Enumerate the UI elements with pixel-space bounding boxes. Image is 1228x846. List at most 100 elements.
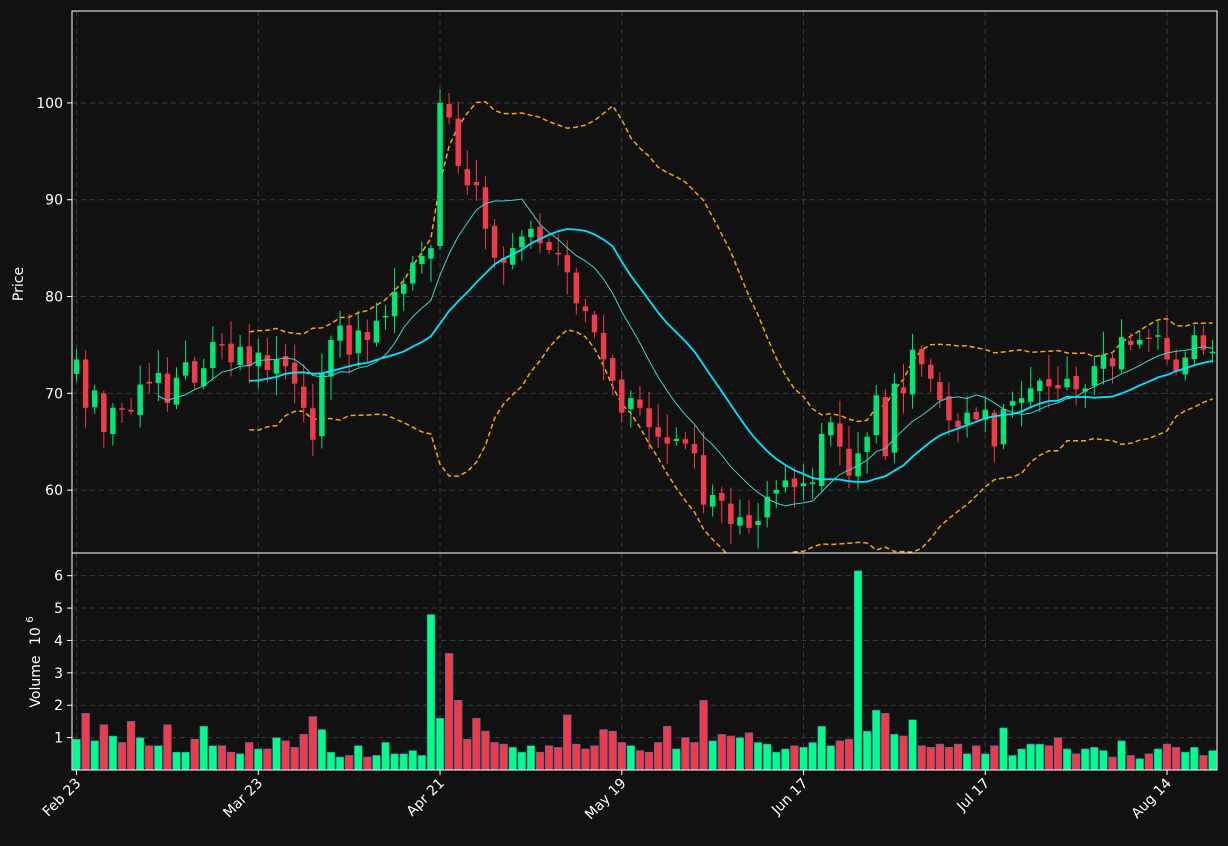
candle-body — [691, 444, 698, 454]
candle-body — [1037, 380, 1043, 392]
volume-bar — [544, 745, 554, 771]
price-tick-label: 90 — [45, 193, 63, 209]
candle-body — [228, 343, 234, 363]
volume-bar — [135, 737, 145, 771]
candle-body — [709, 494, 716, 507]
candle-body — [891, 383, 898, 453]
volume-panel-frame — [71, 552, 1218, 771]
candle-body — [564, 255, 570, 273]
volume-bar — [835, 740, 845, 771]
candle-body — [219, 344, 225, 346]
volume-bar — [245, 742, 254, 771]
candle-body — [837, 423, 843, 447]
volume-bar — [981, 753, 990, 771]
volume-bar — [217, 745, 227, 771]
candle-body — [137, 384, 143, 415]
price-tick-label: 80 — [45, 290, 63, 306]
volume-bar — [663, 725, 672, 771]
candle-body — [491, 225, 498, 258]
volume-bar — [1162, 743, 1172, 771]
candle-body — [591, 314, 598, 333]
volume-tick-label: 4 — [54, 633, 63, 649]
candle-body — [264, 355, 271, 371]
volume-bar — [290, 747, 299, 771]
volume-bar — [517, 751, 526, 771]
candle-body — [1146, 337, 1152, 340]
volume-bar — [763, 743, 772, 771]
volume-bar — [1181, 751, 1190, 771]
candle-body — [746, 515, 752, 528]
candle-body — [828, 422, 834, 436]
volume-bar — [581, 748, 590, 771]
volume-bar — [72, 738, 81, 771]
candle-body — [1046, 379, 1052, 387]
volume-bar — [354, 745, 363, 771]
volume-tick-label: 5 — [54, 601, 63, 617]
candle-body — [846, 448, 852, 476]
candle-body — [946, 396, 952, 421]
candle-body — [355, 330, 361, 354]
volume-bar — [126, 721, 136, 771]
volume-bar — [463, 738, 472, 771]
candle-body — [373, 320, 380, 343]
volume-bar — [1099, 750, 1108, 771]
volume-axis: 1 2 3 4 5 6 — [54, 569, 72, 747]
volume-bar — [817, 725, 826, 771]
panel-frames — [71, 10, 1218, 771]
volume-bar — [608, 730, 617, 771]
candle-body — [882, 397, 889, 457]
upper-band-line — [249, 101, 1213, 423]
volume-bar — [326, 751, 336, 771]
candle-body — [982, 409, 988, 420]
candle-body — [646, 408, 652, 428]
volume-bar — [1208, 750, 1217, 771]
volume-bar — [1171, 747, 1181, 771]
price-axis-label: Price — [11, 267, 27, 301]
candle-body — [437, 102, 443, 247]
volume-bar — [117, 742, 127, 771]
volume-tick-label: 1 — [54, 731, 63, 747]
candle-body — [1109, 358, 1116, 367]
volume-bar — [526, 745, 536, 771]
candle-body — [809, 482, 816, 484]
volume-axis-exponent-power: 6 — [25, 616, 36, 622]
candle-body — [410, 262, 416, 284]
volume-bar — [862, 730, 872, 771]
volume-bar — [1126, 755, 1135, 771]
candle-body — [82, 359, 89, 408]
candle-body — [818, 433, 825, 487]
candle-body — [573, 272, 580, 304]
volume-bar — [81, 713, 90, 771]
volume-bar — [163, 724, 172, 771]
candle-body — [1055, 384, 1061, 389]
volume-bar — [935, 743, 944, 771]
price-tick-label: 100 — [36, 96, 63, 112]
candle-body — [546, 242, 552, 251]
candle-body — [500, 258, 507, 263]
volume-bar — [145, 745, 154, 771]
volume-bar — [1090, 747, 1099, 771]
candle-body — [201, 368, 207, 386]
candle-body — [991, 412, 998, 447]
volume-bar — [753, 742, 763, 771]
candle-body — [1064, 378, 1070, 388]
candle-body — [973, 411, 979, 420]
candle-body — [428, 248, 434, 259]
candle-body — [873, 395, 879, 436]
volume-bar — [881, 713, 890, 771]
volume-bar — [99, 724, 108, 771]
volume-bar — [699, 700, 708, 771]
candle-body — [1009, 401, 1016, 406]
volume-bar — [790, 745, 799, 771]
candle-body — [73, 359, 80, 374]
volume-bar — [399, 753, 408, 771]
candle-body — [1191, 335, 1198, 360]
candle-body — [1000, 408, 1007, 445]
candle-body — [1073, 375, 1079, 390]
volume-bar — [1117, 740, 1126, 771]
candle-body — [173, 377, 180, 405]
volume-bar — [917, 745, 926, 771]
candle-body — [1164, 337, 1170, 360]
volume-bar — [962, 753, 972, 771]
candle-body — [446, 104, 452, 118]
